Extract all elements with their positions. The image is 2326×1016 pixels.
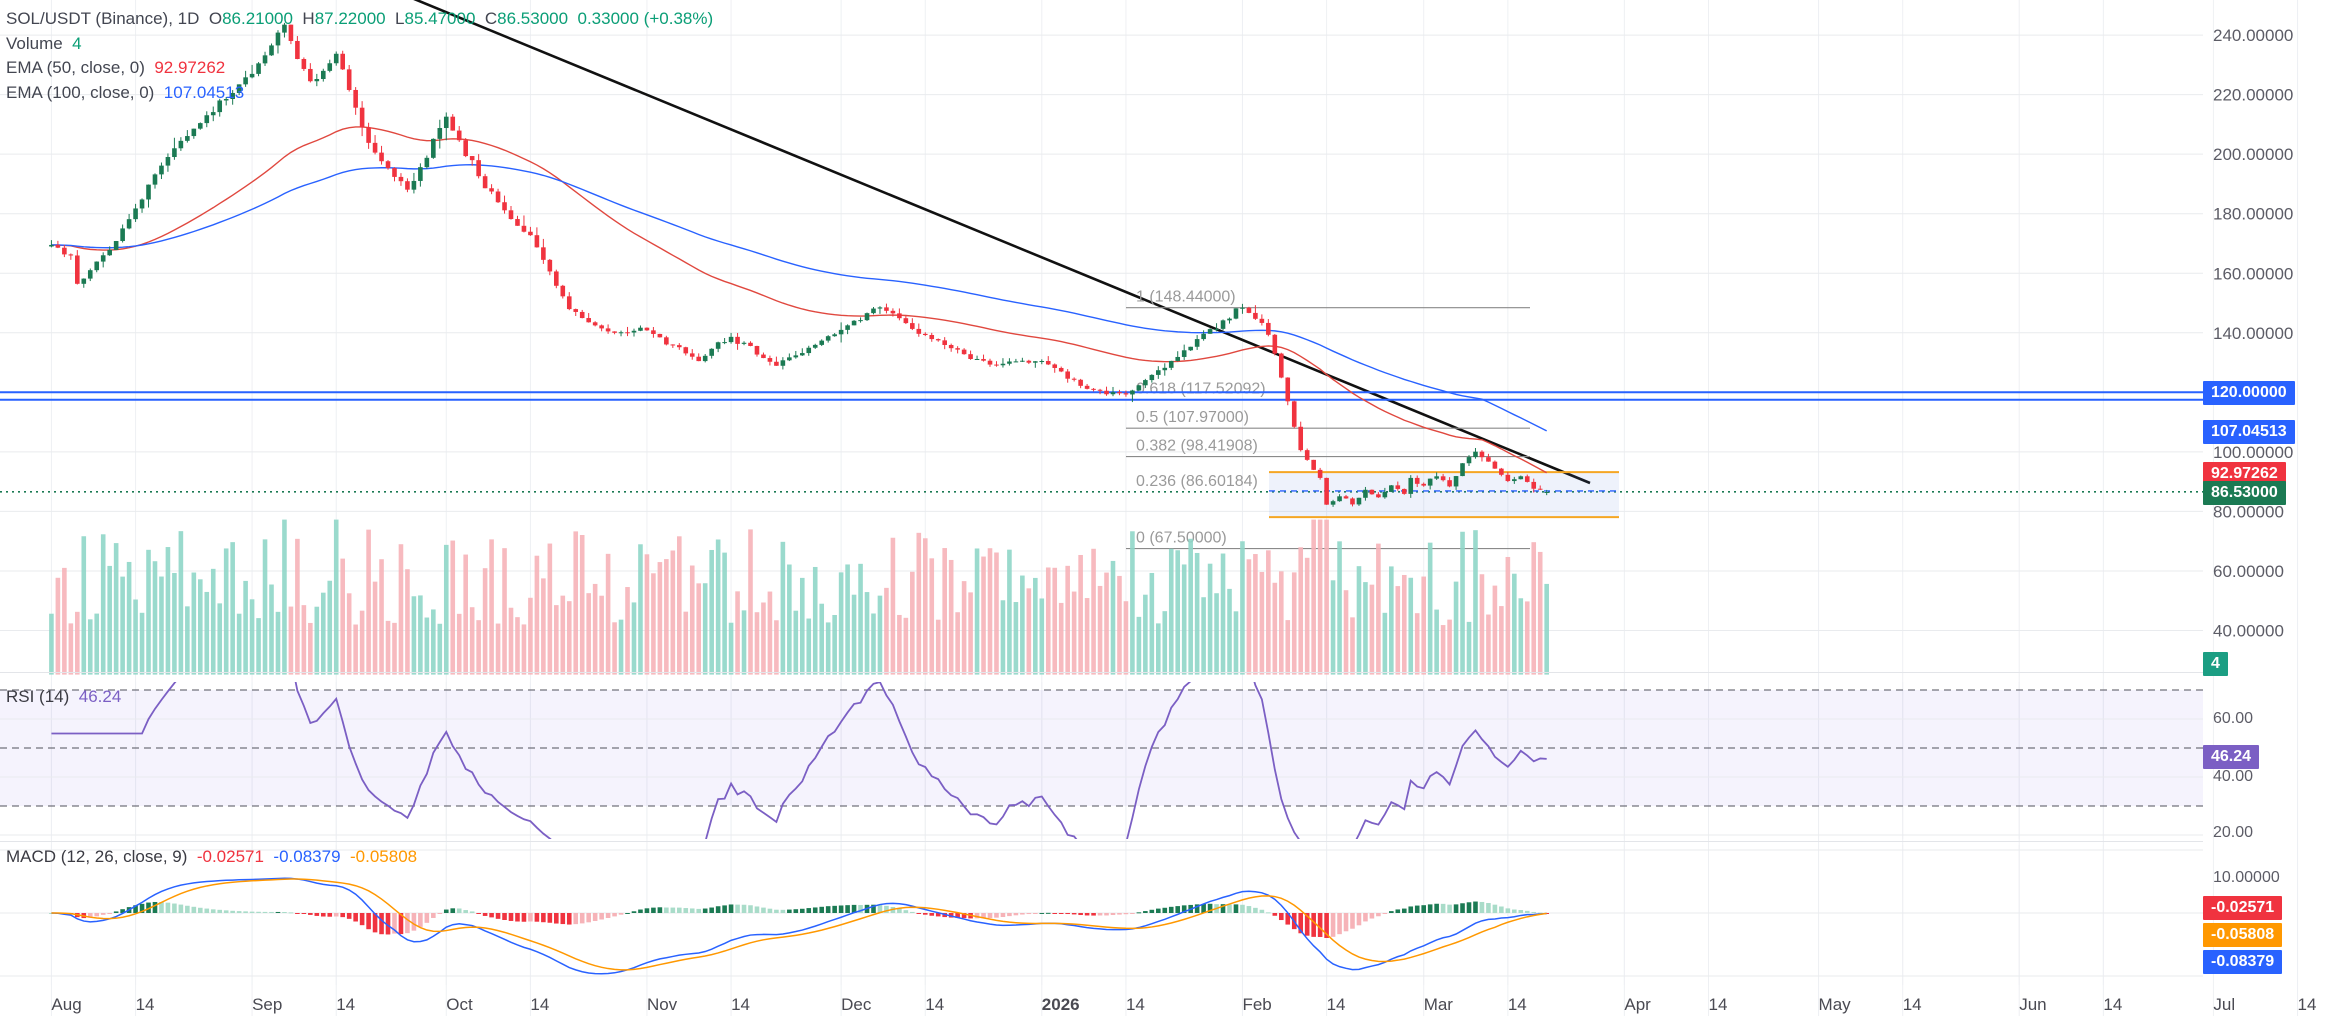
svg-text:Jun: Jun [2019, 995, 2046, 1014]
svg-text:14: 14 [1126, 995, 1145, 1014]
svg-text:Mar: Mar [1424, 995, 1454, 1014]
svg-text:14: 14 [1508, 995, 1527, 1014]
svg-text:14: 14 [530, 995, 549, 1014]
svg-text:14: 14 [2298, 995, 2317, 1014]
svg-text:Dec: Dec [841, 995, 872, 1014]
svg-text:14: 14 [2103, 995, 2122, 1014]
svg-text:14: 14 [1903, 995, 1922, 1014]
svg-text:Oct: Oct [446, 995, 473, 1014]
svg-text:May: May [1819, 995, 1852, 1014]
svg-text:14: 14 [336, 995, 355, 1014]
svg-text:14: 14 [1327, 995, 1346, 1014]
svg-text:Jul: Jul [2213, 995, 2235, 1014]
svg-text:14: 14 [1709, 995, 1728, 1014]
svg-text:Nov: Nov [647, 995, 678, 1014]
svg-text:14: 14 [925, 995, 944, 1014]
svg-text:2026: 2026 [1042, 995, 1080, 1014]
svg-text:Apr: Apr [1624, 995, 1651, 1014]
svg-text:14: 14 [731, 995, 750, 1014]
svg-text:Aug: Aug [51, 995, 81, 1014]
svg-text:14: 14 [136, 995, 155, 1014]
svg-text:Sep: Sep [252, 995, 282, 1014]
svg-text:Feb: Feb [1242, 995, 1271, 1014]
